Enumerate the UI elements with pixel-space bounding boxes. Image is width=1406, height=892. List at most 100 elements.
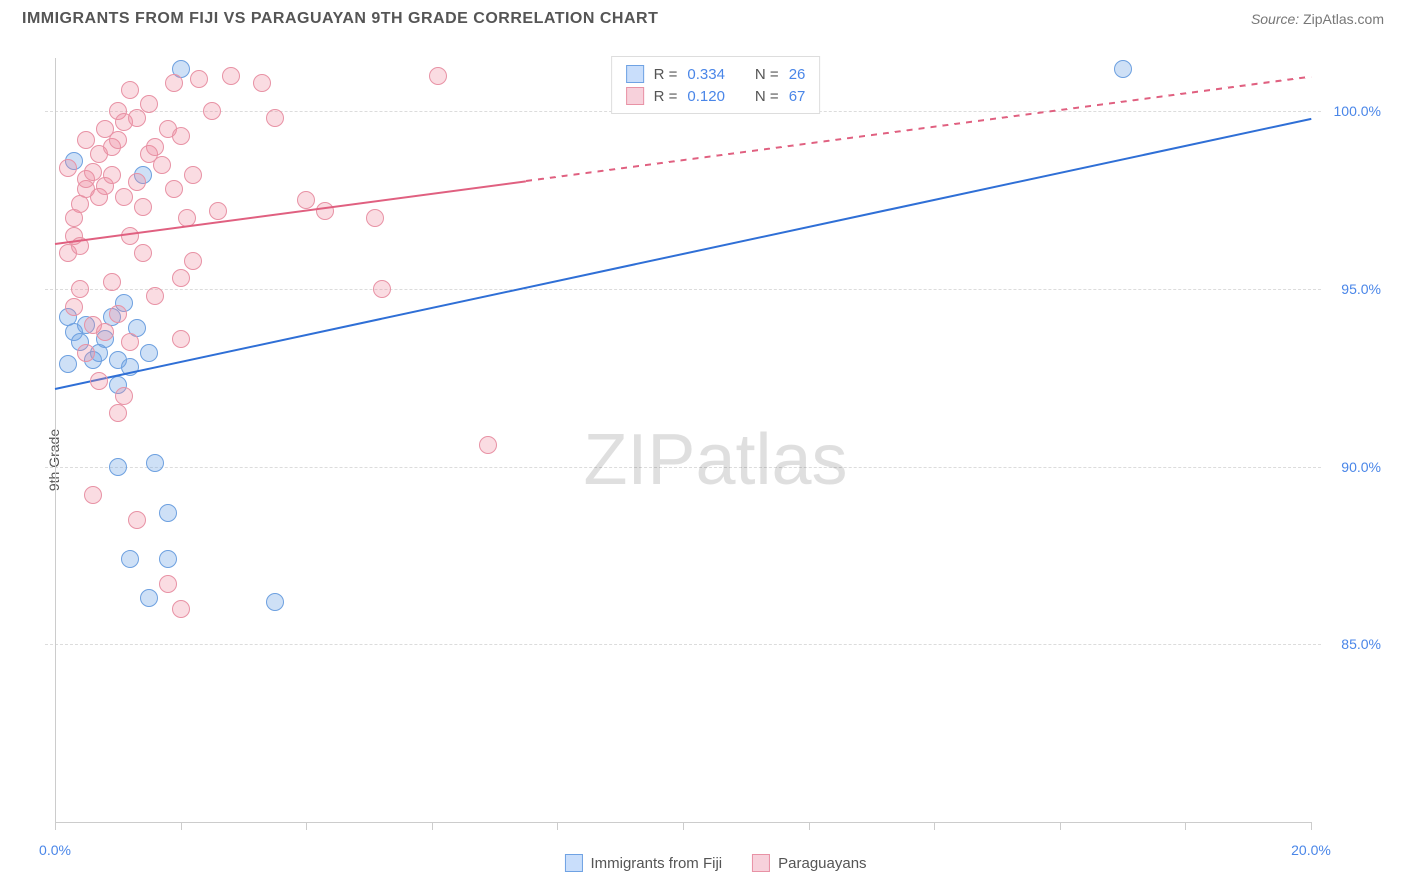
chart-wrap: 9th Grade 85.0%90.0%95.0%100.0%0.0%20.0%… <box>45 48 1386 872</box>
gridline <box>45 289 1321 290</box>
gridline <box>45 644 1321 645</box>
n-label: N = <box>755 88 779 105</box>
scatter-point-paraguayans <box>59 159 77 177</box>
scatter-point-paraguayans <box>297 191 315 209</box>
swatch-fiji <box>564 854 582 872</box>
scatter-point-paraguayans <box>90 372 108 390</box>
scatter-point-fiji <box>266 593 284 611</box>
source-name: ZipAtlas.com <box>1303 11 1384 27</box>
x-tick-label: 0.0% <box>39 842 71 858</box>
x-tick <box>809 822 810 830</box>
y-axis <box>55 58 56 822</box>
scatter-point-paraguayans <box>115 387 133 405</box>
x-tick <box>1311 822 1312 830</box>
scatter-point-paraguayans <box>115 188 133 206</box>
x-tick <box>683 822 684 830</box>
scatter-point-paraguayans <box>140 95 158 113</box>
scatter-point-paraguayans <box>203 102 221 120</box>
scatter-point-paraguayans <box>134 198 152 216</box>
scatter-point-paraguayans <box>253 74 271 92</box>
scatter-point-paraguayans <box>65 298 83 316</box>
scatter-plot: 85.0%90.0%95.0%100.0%0.0%20.0%ZIPatlasR … <box>45 48 1386 872</box>
scatter-point-paraguayans <box>184 166 202 184</box>
scatter-point-paraguayans <box>172 127 190 145</box>
x-tick-label: 20.0% <box>1291 842 1331 858</box>
scatter-point-paraguayans <box>77 131 95 149</box>
scatter-point-fiji <box>159 550 177 568</box>
n-label: N = <box>755 66 779 83</box>
legend-row-fiji: R = 0.334 N = 26 <box>626 63 806 85</box>
x-tick <box>557 822 558 830</box>
scatter-point-paraguayans <box>366 209 384 227</box>
legend-label-paraguayans: Paraguayans <box>778 855 866 872</box>
scatter-point-fiji <box>159 504 177 522</box>
scatter-point-fiji <box>109 458 127 476</box>
scatter-point-paraguayans <box>146 138 164 156</box>
r-value-fiji: 0.334 <box>687 66 725 83</box>
scatter-point-paraguayans <box>153 156 171 174</box>
x-tick <box>1185 822 1186 830</box>
x-tick <box>306 822 307 830</box>
scatter-point-paraguayans <box>172 600 190 618</box>
legend-item-fiji: Immigrants from Fiji <box>564 854 722 872</box>
scatter-point-paraguayans <box>109 131 127 149</box>
source-attribution: Source: ZipAtlas.com <box>1251 11 1384 27</box>
x-tick <box>181 822 182 830</box>
watermark: ZIPatlas <box>583 419 847 501</box>
y-tick-label: 90.0% <box>1341 459 1381 475</box>
scatter-point-paraguayans <box>316 202 334 220</box>
scatter-point-paraguayans <box>109 305 127 323</box>
r-label: R = <box>654 88 678 105</box>
scatter-point-paraguayans <box>109 404 127 422</box>
r-value-paraguayans: 0.120 <box>687 88 725 105</box>
page-title: IMMIGRANTS FROM FIJI VS PARAGUAYAN 9TH G… <box>22 10 658 28</box>
source-label: Source: <box>1251 11 1299 27</box>
scatter-point-paraguayans <box>96 323 114 341</box>
legend-series: Immigrants from Fiji Paraguayans <box>564 854 866 872</box>
legend-stats: R =0.334N =26R =0.120N =67 <box>611 56 821 114</box>
scatter-point-paraguayans <box>184 252 202 270</box>
scatter-point-paraguayans <box>165 74 183 92</box>
y-tick-label: 100.0% <box>1334 103 1381 119</box>
scatter-point-paraguayans <box>121 333 139 351</box>
scatter-point-paraguayans <box>128 109 146 127</box>
scatter-point-fiji <box>1114 60 1132 78</box>
scatter-point-paraguayans <box>146 287 164 305</box>
x-tick <box>432 822 433 830</box>
swatch-fiji <box>626 65 644 83</box>
swatch-paraguayans <box>752 854 770 872</box>
scatter-point-fiji <box>140 589 158 607</box>
scatter-point-fiji <box>140 344 158 362</box>
x-tick <box>1060 822 1061 830</box>
scatter-point-paraguayans <box>71 280 89 298</box>
x-tick <box>55 822 56 830</box>
scatter-point-paraguayans <box>84 486 102 504</box>
scatter-point-paraguayans <box>77 344 95 362</box>
scatter-point-paraguayans <box>65 209 83 227</box>
r-label: R = <box>654 66 678 83</box>
scatter-point-paraguayans <box>373 280 391 298</box>
scatter-point-paraguayans <box>172 269 190 287</box>
legend-label-fiji: Immigrants from Fiji <box>590 855 722 872</box>
swatch-paraguayans <box>626 87 644 105</box>
legend-row-paraguayans: R =0.120N =67 <box>626 85 806 107</box>
scatter-point-paraguayans <box>121 81 139 99</box>
scatter-point-paraguayans <box>209 202 227 220</box>
scatter-point-paraguayans <box>103 166 121 184</box>
scatter-point-paraguayans <box>222 67 240 85</box>
legend-item-paraguayans: Paraguayans <box>752 854 866 872</box>
scatter-point-paraguayans <box>479 436 497 454</box>
scatter-point-fiji <box>59 355 77 373</box>
scatter-point-paraguayans <box>134 244 152 262</box>
scatter-point-paraguayans <box>190 70 208 88</box>
scatter-point-fiji <box>121 550 139 568</box>
x-tick <box>934 822 935 830</box>
n-value-fiji: 26 <box>789 66 806 83</box>
scatter-point-fiji <box>146 454 164 472</box>
scatter-point-paraguayans <box>172 330 190 348</box>
scatter-point-paraguayans <box>128 511 146 529</box>
scatter-point-paraguayans <box>266 109 284 127</box>
scatter-point-paraguayans <box>128 173 146 191</box>
scatter-point-paraguayans <box>429 67 447 85</box>
scatter-point-paraguayans <box>165 180 183 198</box>
